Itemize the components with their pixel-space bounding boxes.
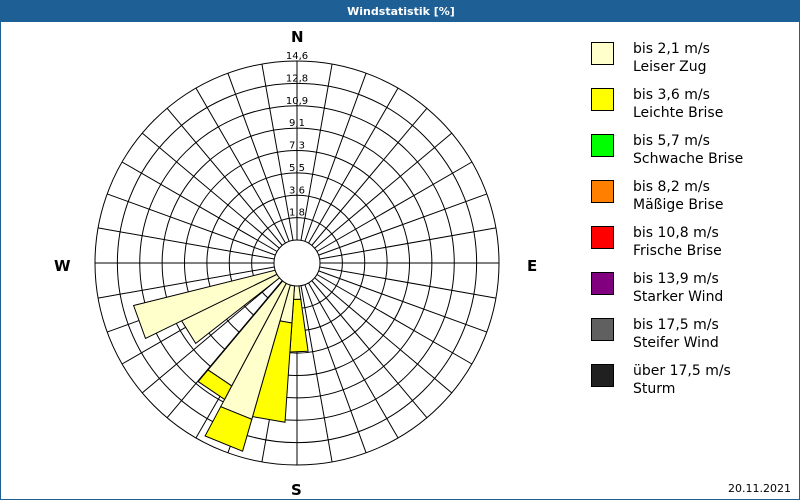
grid-spoke [318,193,487,256]
legend-range: bis 17,5 m/s [633,317,719,333]
legend-label: Steifer Wind [633,335,719,351]
grid-spoke [318,270,487,333]
radial-tick-label: 5,5 [289,163,305,174]
grid-spoke [121,161,278,252]
grid-spoke [319,227,497,260]
grid-spoke [311,280,428,419]
grid-spoke [314,277,453,394]
grid-spoke [97,227,275,260]
polar-grid [94,60,500,466]
radial-tick-label: 9,1 [289,118,305,129]
grid-spoke [316,161,473,252]
legend-range: bis 3,6 m/s [633,87,710,103]
radial-tick-label: 14,6 [286,51,308,62]
legend-swatch [591,364,614,387]
grid-spoke [300,63,333,241]
legend-swatch [591,318,614,341]
grid-spoke [166,107,283,246]
legend-label: Mäßige Brise [633,197,724,213]
wind-wedge-segment [197,369,233,401]
radial-tick-labels: 1,8 3,6 5,5 7,3 9,1 10,9 12,8 14,6 [286,51,308,219]
legend-range: bis 10,8 m/s [633,225,719,241]
grid-spoke [141,132,280,249]
wind-wedge-segment [204,406,253,452]
radial-tick-label: 12,8 [286,73,308,84]
legend-label: Sturm [633,381,676,397]
grid-spoke [304,284,367,453]
legend-swatch [591,88,614,111]
grid-spoke [308,87,399,244]
legend-label: Leiser Zug [633,59,707,75]
legend-label: Schwache Brise [633,151,744,167]
compass-east: E [527,257,538,275]
window-title: Windstatistik [%] [1,1,800,22]
date-stamp: 20.11.2021 [728,482,791,495]
grid-spoke [195,87,286,244]
radial-tick-label: 3,6 [289,185,305,196]
grid-spoke [311,107,428,246]
grid-spoke [141,277,280,394]
legend-range: bis 2,1 m/s [633,41,710,57]
grid-spoke [107,193,276,256]
grid-spoke [166,280,283,419]
legend-range: bis 8,2 m/s [633,179,710,195]
grid-spoke [319,266,497,299]
center-hub [273,239,321,287]
legend-label: Frische Brise [633,243,722,259]
grid-spoke [261,63,294,241]
grid-spoke [304,73,367,242]
grid-spoke [227,73,290,242]
legend-range: über 17,5 m/s [633,363,731,379]
legend-swatch [591,134,614,157]
compass-west: W [54,257,71,275]
radial-tick-label: 7,3 [289,141,305,152]
legend-swatch [591,42,614,65]
compass-north: N [291,28,304,46]
legend-label: Starker Wind [633,289,724,305]
grid-spoke [97,266,275,299]
compass-south: S [291,481,302,499]
radial-tick-label: 10,9 [286,96,308,107]
legend-range: bis 13,9 m/s [633,271,719,287]
wind-wedge-segment [132,264,297,340]
radial-tick-label: 1,8 [289,208,305,219]
grid-spoke [308,282,399,439]
grid-spoke [300,285,333,463]
grid-spoke [316,274,473,365]
legend-swatch [591,226,614,249]
legend-swatch [591,180,614,203]
wind-wedges [132,260,309,452]
legend-label: Leichte Brise [633,105,724,121]
grid-spoke [314,132,453,249]
legend-range: bis 5,7 m/s [633,133,710,149]
legend-swatch [591,272,614,295]
